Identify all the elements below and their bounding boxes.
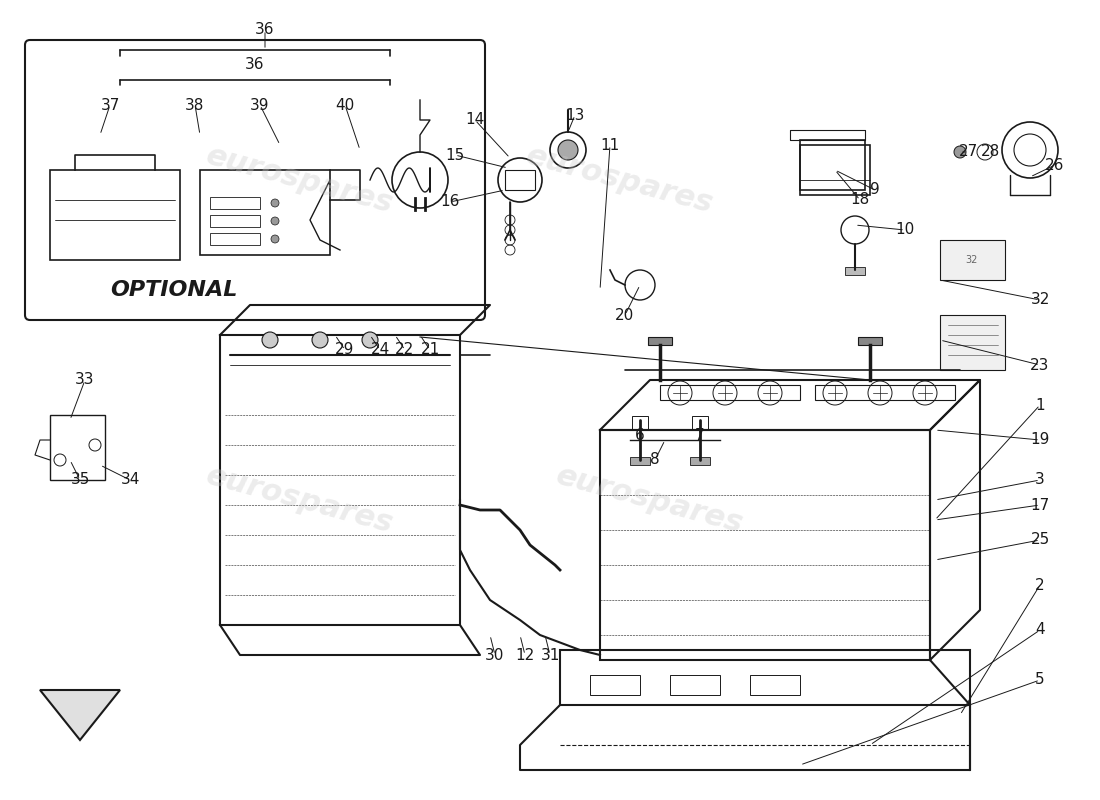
Circle shape [262,332,278,348]
Bar [750,675,800,695]
Text: 22: 22 [395,342,415,358]
Text: 33: 33 [75,373,95,387]
Text: 32: 32 [1031,293,1049,307]
Text: 30: 30 [485,647,505,662]
Text: 3: 3 [1035,473,1045,487]
Text: 16: 16 [440,194,460,210]
Bar [630,457,650,465]
Text: 37: 37 [100,98,120,113]
Text: eurospares: eurospares [524,141,717,219]
Bar [648,337,672,345]
Text: 20: 20 [615,307,635,322]
Text: 36: 36 [255,22,275,38]
Bar [670,675,720,695]
Bar [210,197,260,209]
Text: 9: 9 [870,182,880,198]
Text: 19: 19 [1031,433,1049,447]
Bar [800,145,870,195]
Polygon shape [40,690,120,740]
Text: 29: 29 [336,342,354,358]
Text: 5: 5 [1035,673,1045,687]
Text: eurospares: eurospares [204,461,397,539]
Circle shape [558,140,578,160]
Text: 32: 32 [966,255,978,265]
Bar [940,240,1005,280]
Bar [505,170,535,190]
Text: 10: 10 [895,222,914,238]
Circle shape [312,332,328,348]
Bar [560,650,970,705]
Text: 26: 26 [1045,158,1065,173]
Bar [940,315,1005,370]
Text: 36: 36 [245,57,265,72]
Text: 25: 25 [1031,533,1049,547]
Text: 34: 34 [120,473,140,487]
Text: 39: 39 [251,98,270,113]
Bar [858,337,882,345]
Bar [50,415,104,480]
Bar [692,416,708,430]
Circle shape [362,332,378,348]
Text: 4: 4 [1035,622,1045,638]
Text: OPTIONAL: OPTIONAL [110,280,238,300]
Bar [200,170,330,255]
Circle shape [954,146,966,158]
Text: 17: 17 [1031,498,1049,513]
Text: 24: 24 [371,342,389,358]
Bar [210,233,260,245]
Bar [590,675,640,695]
Bar [50,170,180,260]
Text: 6: 6 [635,427,645,442]
Bar [845,267,865,275]
Text: 1: 1 [1035,398,1045,413]
Text: 23: 23 [1031,358,1049,373]
Text: 21: 21 [420,342,440,358]
Bar [210,215,260,227]
Text: 27: 27 [958,145,978,159]
Text: 28: 28 [980,145,1000,159]
Text: 38: 38 [185,98,205,113]
Text: 13: 13 [565,107,585,122]
Bar [600,430,930,660]
Bar [632,416,648,430]
Bar [220,335,460,625]
Circle shape [271,235,279,243]
Text: 11: 11 [601,138,619,153]
Circle shape [271,199,279,207]
Text: eurospares: eurospares [204,141,397,219]
Text: eurospares: eurospares [553,461,747,539]
Circle shape [271,217,279,225]
Text: 7: 7 [695,427,705,442]
Text: 14: 14 [465,113,485,127]
Text: 18: 18 [850,193,870,207]
Bar [660,385,800,400]
Bar [690,457,710,465]
Text: 35: 35 [70,473,90,487]
Text: 40: 40 [336,98,354,113]
Text: 31: 31 [540,647,560,662]
Text: 12: 12 [516,647,535,662]
Text: 2: 2 [1035,578,1045,593]
Text: 15: 15 [446,147,464,162]
Text: 8: 8 [650,453,660,467]
Bar [815,385,955,400]
Bar [800,140,865,190]
